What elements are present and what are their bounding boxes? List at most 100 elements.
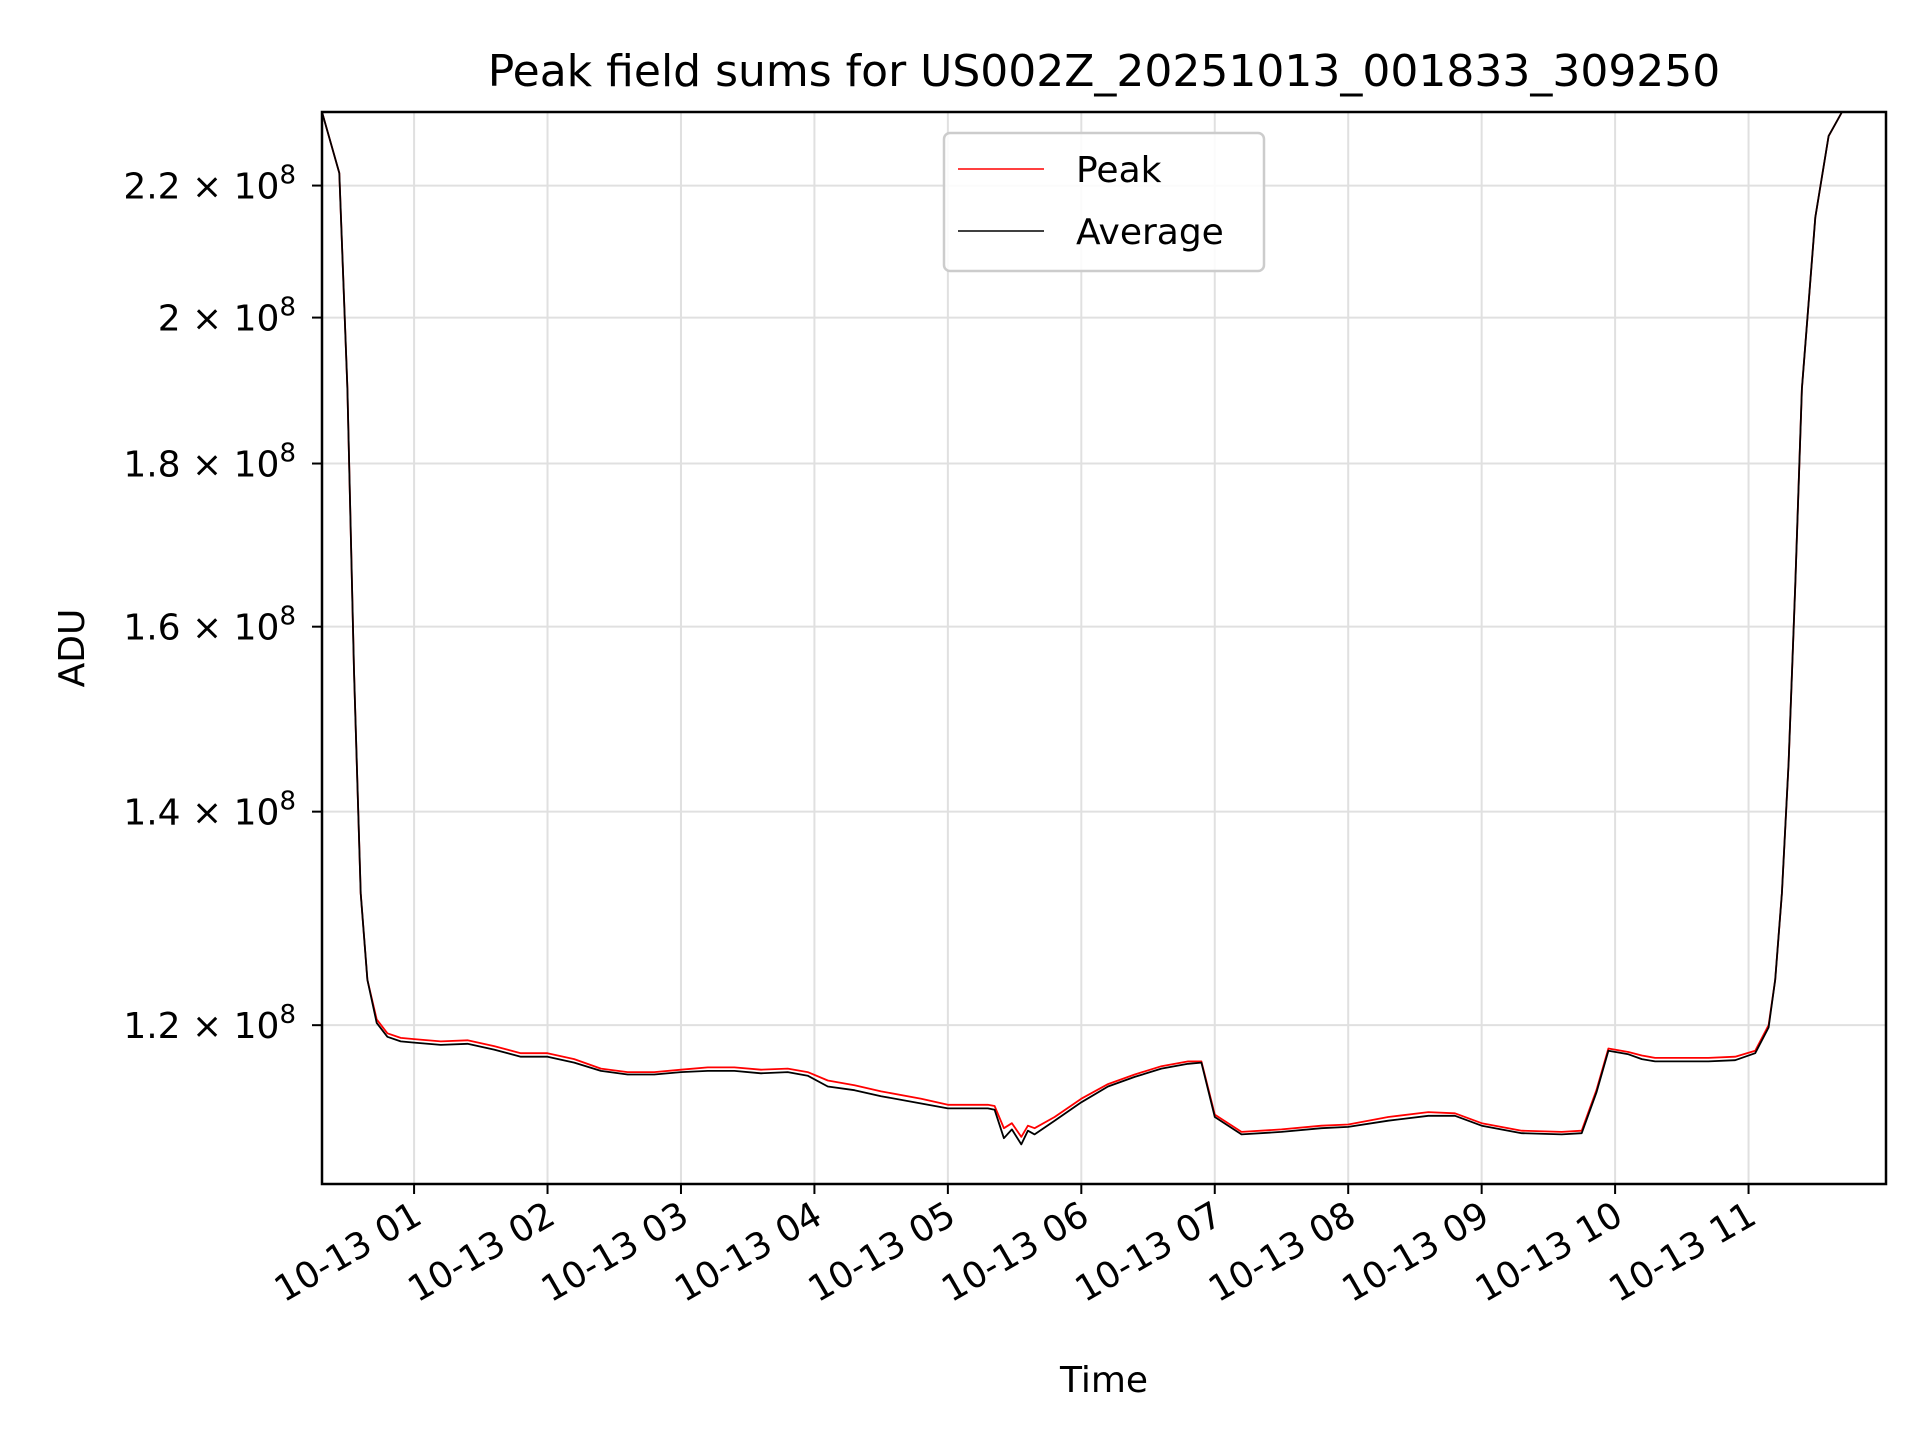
data-point-peak <box>387 1033 388 1034</box>
data-point-average <box>1581 1133 1582 1134</box>
data-point-peak <box>1641 1055 1642 1056</box>
data-point-peak <box>854 1085 855 1086</box>
data-point-average <box>787 1072 788 1073</box>
series-line-average <box>322 112 1886 1146</box>
data-point-peak <box>1134 1074 1135 1075</box>
data-point-peak <box>1348 1124 1349 1125</box>
data-point-average <box>494 1049 495 1050</box>
data-point-average <box>1454 1115 1455 1116</box>
y-tick-label: 1.4 × 108 <box>123 787 296 834</box>
data-point-peak <box>807 1072 808 1073</box>
data-point-average <box>600 1070 601 1071</box>
data-point-average <box>1281 1131 1282 1132</box>
data-point-peak <box>1628 1051 1629 1052</box>
data-point-peak <box>947 1104 948 1105</box>
data-point-average <box>1027 1130 1028 1131</box>
data-point-average <box>1641 1059 1642 1060</box>
legend-box <box>942 131 1266 273</box>
data-point-peak <box>881 1091 882 1092</box>
data-point-average <box>1815 217 1816 218</box>
data-point-average <box>1795 584 1796 585</box>
data-point-peak <box>1561 1131 1562 1132</box>
data-point-average <box>339 172 340 173</box>
data-point-average <box>1003 1138 1004 1139</box>
data-point-peak <box>1608 1048 1609 1049</box>
data-point-peak <box>600 1068 601 1069</box>
data-point-peak <box>994 1105 995 1106</box>
data-point-average <box>467 1043 468 1044</box>
data-point-average <box>807 1075 808 1076</box>
data-point-peak <box>574 1059 575 1060</box>
y-tick-label: 1.6 × 108 <box>123 602 296 649</box>
data-point-average <box>1735 1060 1736 1061</box>
data-point-average <box>734 1070 735 1071</box>
data-point-average <box>707 1070 708 1071</box>
data-point-average <box>1655 1061 1656 1062</box>
data-point-average <box>680 1072 681 1073</box>
data-point-average <box>987 1108 988 1109</box>
data-point-peak <box>921 1098 922 1099</box>
data-point-average <box>921 1103 922 1104</box>
data-point-average <box>1628 1054 1629 1055</box>
data-point-average <box>1775 979 1776 980</box>
data-point-average <box>360 893 361 894</box>
data-point-peak <box>1454 1113 1455 1114</box>
data-point-average <box>547 1056 548 1057</box>
plot-frame <box>320 110 1888 1186</box>
data-point-peak <box>467 1040 468 1041</box>
data-point-peak <box>760 1069 761 1070</box>
data-point-peak <box>654 1072 655 1073</box>
data-point-peak <box>1188 1061 1189 1062</box>
data-point-average <box>974 1108 975 1109</box>
y-tick-label: 1.8 × 108 <box>123 439 296 486</box>
data-point-average <box>520 1056 521 1057</box>
data-point-peak <box>1428 1112 1429 1113</box>
data-point-average <box>1134 1076 1135 1077</box>
data-point-average <box>1481 1125 1482 1126</box>
data-point-average <box>1561 1134 1562 1135</box>
data-point-peak <box>1241 1131 1242 1132</box>
data-point-average <box>1596 1092 1597 1093</box>
data-point-peak <box>707 1067 708 1068</box>
data-point-peak <box>1321 1125 1322 1126</box>
data-point-average <box>994 1109 995 1110</box>
data-point-average <box>1781 893 1782 894</box>
data-point-peak <box>974 1104 975 1105</box>
data-point-peak <box>1481 1123 1482 1124</box>
data-point-peak <box>1021 1136 1022 1137</box>
data-point-peak <box>1003 1128 1004 1129</box>
data-point-peak <box>1281 1129 1282 1130</box>
data-point-peak <box>1388 1116 1389 1117</box>
data-point-average <box>1161 1068 1162 1069</box>
series-line-peak <box>322 112 1886 1138</box>
data-point-peak <box>494 1046 495 1047</box>
y-axis-ticks: 1.2 × 108 1.4 × 108 1.6 × 108 1.8 × 108 2 × … <box>123 161 322 1047</box>
data-point-average <box>1188 1063 1189 1064</box>
data-point-peak <box>1081 1098 1082 1099</box>
y-tick-label: 2 × 108 <box>158 293 296 340</box>
data-point-peak <box>827 1080 828 1081</box>
data-point-average <box>1011 1129 1012 1130</box>
data-point-average <box>760 1073 761 1074</box>
y-axis-label: ADU <box>52 609 93 688</box>
data-point-average <box>1034 1134 1035 1135</box>
x-axis-label: Time <box>1059 1360 1148 1401</box>
data-point-peak <box>1011 1123 1012 1124</box>
data-point-peak <box>1681 1057 1682 1058</box>
data-point-average <box>1428 1115 1429 1116</box>
data-point-peak <box>520 1053 521 1054</box>
data-point-average <box>881 1096 882 1097</box>
series-layer <box>322 112 1886 1146</box>
data-point-average <box>1608 1050 1609 1051</box>
data-point-average <box>1828 136 1829 137</box>
data-point-average <box>1801 388 1802 389</box>
data-point-peak <box>987 1104 988 1105</box>
legend-label-peak: Peak <box>1076 150 1162 191</box>
data-point-peak <box>1708 1057 1709 1058</box>
data-point-average <box>1388 1120 1389 1121</box>
data-point-peak <box>787 1068 788 1069</box>
data-point-peak <box>680 1069 681 1070</box>
data-point-average <box>376 1022 377 1023</box>
data-point-peak <box>414 1039 415 1040</box>
